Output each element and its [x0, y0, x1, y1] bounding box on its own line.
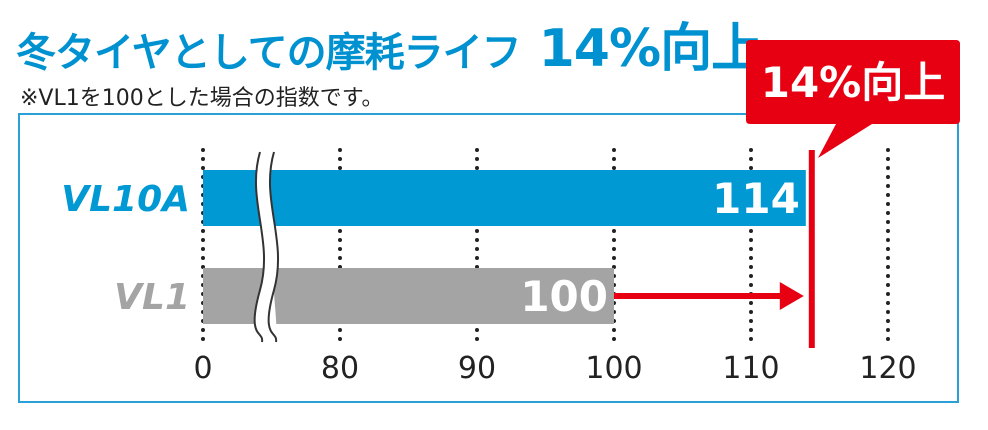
- chart-note: ※VL1を100とした場合の指数です。: [20, 86, 384, 111]
- x-tick-label-90: 90: [458, 351, 496, 386]
- chart-title: 冬タイヤとしての摩耗ライフ 14%向上: [16, 6, 763, 81]
- x-tick-label-120: 120: [859, 351, 916, 386]
- callout-text: 14%向上: [761, 58, 946, 107]
- improvement-arrow-head: [779, 282, 804, 310]
- callout-box: [746, 40, 960, 158]
- x-tick-label-0: 0: [193, 351, 212, 386]
- chart-frame: [18, 113, 959, 403]
- x-tick-label-100: 100: [585, 351, 642, 386]
- bar-value-label-vl1: 100: [520, 272, 608, 321]
- title-highlight: 14%向上: [538, 19, 763, 79]
- bar-vl10a: [203, 170, 806, 226]
- category-label-vl10a: VL10A: [61, 179, 190, 220]
- x-tick-label-110: 110: [722, 351, 779, 386]
- x-tick-label-80: 80: [321, 351, 359, 386]
- axis-break-line-right: [267, 151, 280, 343]
- bar-value-label-vl10a: 114: [712, 174, 800, 223]
- category-label-vl1: VL1: [114, 277, 190, 318]
- title-main: 冬タイヤとしての摩耗ライフ: [16, 30, 522, 76]
- axis-break-line-left: [253, 151, 266, 343]
